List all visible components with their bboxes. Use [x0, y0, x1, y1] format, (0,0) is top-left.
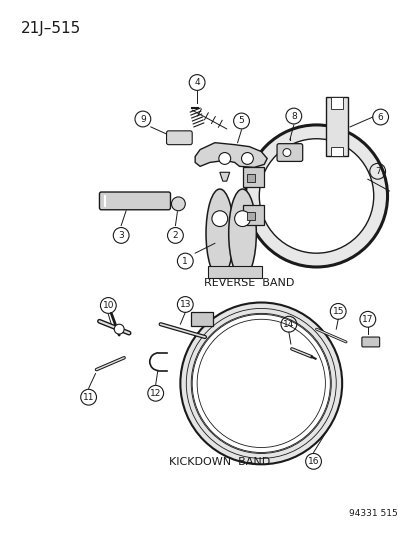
- Text: 2: 2: [172, 231, 178, 240]
- FancyBboxPatch shape: [166, 131, 192, 144]
- Text: 15: 15: [332, 307, 343, 316]
- Text: 10: 10: [102, 301, 114, 310]
- Ellipse shape: [206, 189, 233, 278]
- FancyBboxPatch shape: [276, 144, 302, 161]
- Circle shape: [114, 324, 124, 334]
- Text: KICKDOWN  BAND: KICKDOWN BAND: [169, 457, 270, 467]
- Polygon shape: [195, 143, 266, 167]
- Bar: [325, 98, 347, 157]
- Text: 14: 14: [282, 320, 294, 329]
- Text: 16: 16: [307, 457, 318, 466]
- Circle shape: [282, 149, 290, 157]
- Text: 12: 12: [150, 389, 161, 398]
- Bar: [207, 266, 261, 278]
- Text: REVERSE  BAND: REVERSE BAND: [204, 278, 294, 288]
- Circle shape: [218, 152, 230, 164]
- Polygon shape: [245, 125, 387, 267]
- Text: 94331 515: 94331 515: [348, 508, 396, 518]
- Text: 17: 17: [361, 315, 373, 324]
- Text: 5: 5: [238, 117, 244, 125]
- Circle shape: [241, 152, 253, 164]
- Text: 21J–515: 21J–515: [21, 21, 81, 36]
- Text: 9: 9: [140, 115, 145, 124]
- Bar: [330, 98, 342, 109]
- Circle shape: [211, 211, 227, 227]
- FancyBboxPatch shape: [99, 192, 170, 210]
- Text: 13: 13: [179, 300, 190, 309]
- FancyBboxPatch shape: [242, 205, 263, 224]
- Circle shape: [171, 197, 185, 211]
- Polygon shape: [219, 172, 229, 181]
- FancyBboxPatch shape: [191, 312, 212, 326]
- Ellipse shape: [228, 189, 256, 278]
- Text: 4: 4: [194, 78, 199, 87]
- Bar: [330, 147, 342, 157]
- Text: 7: 7: [374, 167, 380, 176]
- Text: 11: 11: [83, 393, 94, 402]
- FancyBboxPatch shape: [242, 167, 263, 187]
- Text: 8: 8: [290, 111, 296, 120]
- FancyBboxPatch shape: [361, 337, 379, 347]
- Text: 6: 6: [377, 112, 382, 122]
- Bar: [247, 212, 255, 220]
- Bar: [247, 174, 255, 182]
- Text: 3: 3: [118, 231, 124, 240]
- Text: 1: 1: [182, 256, 188, 265]
- Polygon shape: [180, 303, 341, 464]
- Circle shape: [234, 211, 250, 227]
